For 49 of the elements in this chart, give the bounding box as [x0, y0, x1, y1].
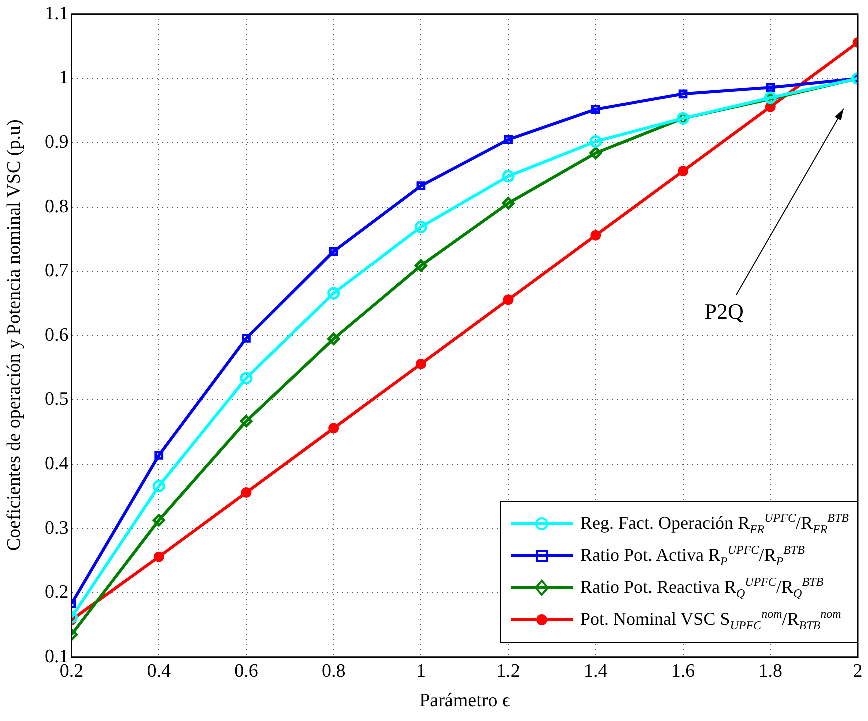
y-tick-label: 0.5: [45, 389, 69, 410]
point: [504, 135, 513, 144]
point: [241, 488, 252, 498]
point: [240, 415, 253, 428]
point: [416, 358, 426, 370]
point: [590, 147, 602, 160]
point: [152, 480, 166, 493]
point: [328, 287, 340, 300]
x-tick-label: 1.8: [758, 660, 783, 682]
x-tick-label: 1.6: [671, 660, 696, 682]
x-tick-label: 2: [853, 660, 863, 682]
x-tick-label: 0.6: [234, 660, 258, 682]
y-tick-label: 1: [59, 68, 69, 89]
point: [154, 451, 164, 460]
y-tick-label: 0.8: [45, 196, 69, 218]
point: [590, 230, 602, 241]
x-axis-title: Parámetro ϵ: [420, 690, 510, 712]
y-tick-label: 0.9: [45, 132, 69, 153]
point: [152, 514, 166, 527]
y-tick-label: 0.3: [45, 518, 69, 539]
y-tick-label: 0.7: [45, 260, 69, 282]
point: [503, 294, 514, 306]
point: [328, 332, 340, 346]
y-tick-label: 0.4: [45, 453, 70, 474]
point: [328, 423, 340, 434]
point: [242, 334, 251, 343]
point: [678, 90, 688, 99]
x-tick-label: 0.4: [147, 660, 172, 682]
x-tick-label: 0.8: [322, 660, 346, 682]
point: [416, 182, 426, 191]
point: [678, 166, 689, 177]
point: [414, 220, 428, 234]
point: [591, 105, 600, 114]
x-tick-label: 1.2: [496, 660, 520, 682]
point: [766, 83, 776, 92]
point: [329, 247, 338, 256]
point: [502, 197, 515, 210]
y-tick-label: 1.1: [45, 3, 69, 24]
point: [502, 170, 515, 183]
point: [154, 552, 164, 562]
annotation: P2Q: [704, 299, 744, 324]
x-tick-label: 1.4: [584, 660, 608, 682]
y-tick-label: 0.6: [45, 324, 69, 346]
point: [590, 135, 602, 148]
point: [414, 260, 428, 272]
y-tick-label: 0.2: [45, 582, 69, 604]
x-tick-label: 1: [416, 660, 426, 682]
point: [240, 372, 253, 385]
y-axis-title: Coeficientes de operación y Potencia nominal VSC (p.u): [4, 120, 26, 552]
